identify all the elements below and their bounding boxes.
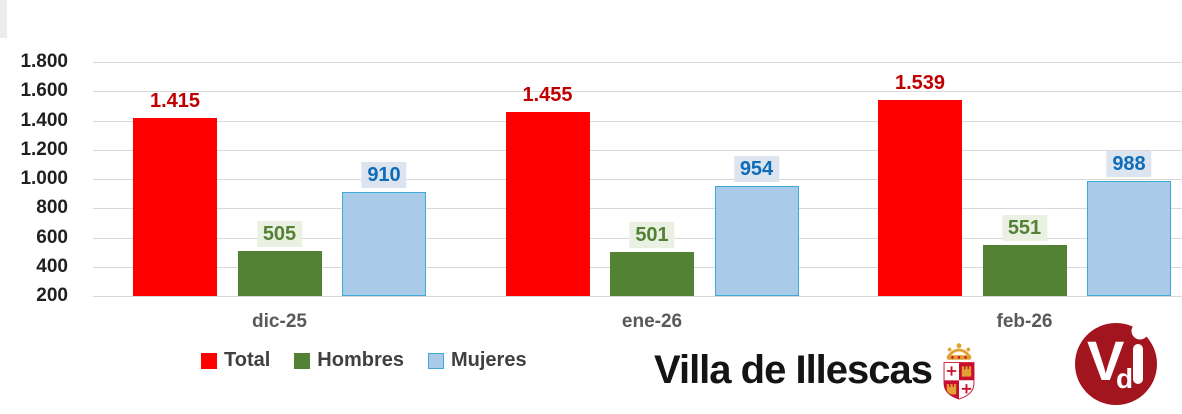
x-axis-label-dic-25: dic-25 xyxy=(252,311,307,332)
vdi-letter-d: d xyxy=(1116,363,1133,394)
value-label-total-feb-26: 1.539 xyxy=(894,72,946,95)
legend-swatch-total xyxy=(201,352,217,369)
value-label-mujeres-dic-25: 910 xyxy=(361,162,407,189)
vdi-logo-circle xyxy=(1075,323,1157,405)
bar-mujeres-ene-26 xyxy=(714,185,799,296)
legend-item-mujeres: Mujeres xyxy=(428,349,527,372)
chart-legend: Total Hombres Mujeres xyxy=(201,349,527,372)
value-label-mujeres-feb-26: 988 xyxy=(1106,150,1152,177)
legend-label-total: Total xyxy=(224,349,271,371)
illescas-crest-icon xyxy=(940,342,978,405)
bar-hombres-ene-26 xyxy=(610,251,694,296)
y-axis-tick-1200: 1.200 xyxy=(20,138,68,160)
value-label-total-dic-25: 1.415 xyxy=(149,90,201,113)
vdi-logo: V d xyxy=(1070,316,1164,413)
legend-item-hombres: Hombres xyxy=(294,349,404,372)
y-axis-tick-400: 400 xyxy=(36,255,68,277)
y-axis-tick-1000: 1.000 xyxy=(20,168,68,189)
gridline-200 xyxy=(93,296,1182,297)
y-axis-tick-1400: 1.400 xyxy=(20,109,68,131)
y-axis-tick-1800: 1.800 xyxy=(20,51,68,72)
gridline-1400 xyxy=(93,120,1182,122)
bar-hombres-dic-25 xyxy=(237,251,322,296)
x-axis-label-feb-26: feb-26 xyxy=(996,311,1053,332)
brand-wordmark: Villa de Illescas xyxy=(654,348,933,392)
x-axis-label-ene-26: ene-26 xyxy=(621,311,683,332)
legend-item-total: Total xyxy=(201,349,270,372)
gridline-1800 xyxy=(93,62,1182,63)
legend-label-mujeres: Mujeres xyxy=(451,349,527,371)
branding-block: Villa de Illescas xyxy=(654,343,978,405)
y-axis-tick-800: 800 xyxy=(36,197,68,219)
y-axis-tick-600: 600 xyxy=(36,226,68,248)
y-axis-tick-200: 200 xyxy=(36,285,68,306)
bar-total-feb-26 xyxy=(878,100,962,296)
bar-hombres-feb-26 xyxy=(982,244,1067,296)
vdi-letter-v: V xyxy=(1087,329,1124,392)
y-axis-tick-1600: 1.600 xyxy=(20,80,68,102)
gridline-800 xyxy=(93,208,1182,210)
value-label-hombres-dic-25: 505 xyxy=(256,221,303,248)
bar-total-ene-26 xyxy=(505,112,590,296)
value-label-hombres-ene-26: 501 xyxy=(629,221,675,248)
legend-label-hombres: Hombres xyxy=(317,349,404,371)
bar-total-dic-25 xyxy=(133,118,217,296)
value-label-hombres-feb-26: 551 xyxy=(1001,214,1048,241)
value-label-mujeres-ene-26: 954 xyxy=(733,155,780,182)
gridline-1600 xyxy=(93,91,1182,93)
legend-swatch-hombres xyxy=(294,352,311,369)
value-label-total-ene-26: 1.455 xyxy=(522,84,573,107)
gridline-1200 xyxy=(93,149,1182,151)
bar-mujeres-dic-25 xyxy=(342,192,426,296)
gridline-1000 xyxy=(93,179,1182,180)
screen-corner-artifact xyxy=(0,0,7,38)
bar-mujeres-feb-26 xyxy=(1087,180,1171,296)
legend-swatch-mujeres xyxy=(428,352,444,369)
